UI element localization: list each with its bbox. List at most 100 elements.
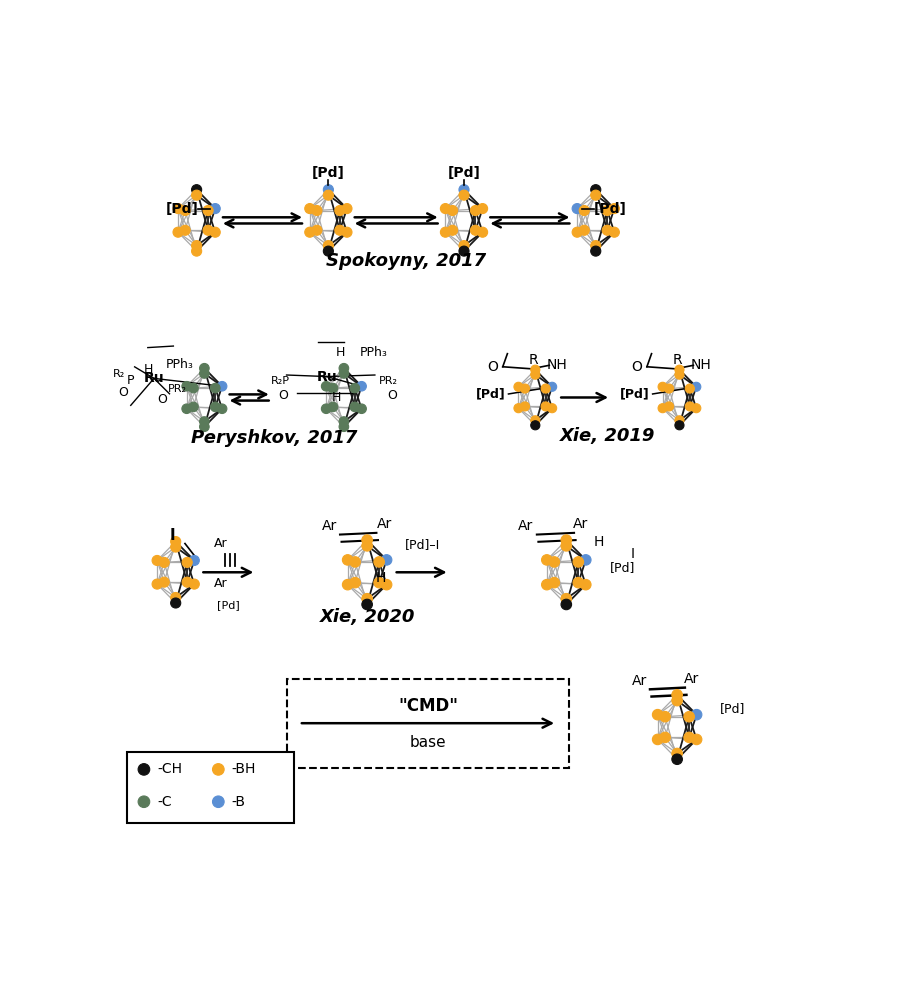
Text: Xie, 2020: Xie, 2020 <box>319 609 415 626</box>
Circle shape <box>541 402 550 411</box>
Circle shape <box>382 555 392 565</box>
Circle shape <box>192 246 202 256</box>
Text: [Pd]: [Pd] <box>447 165 480 179</box>
Text: [Pd]: [Pd] <box>476 387 505 400</box>
Circle shape <box>218 381 227 391</box>
Circle shape <box>349 578 361 588</box>
Circle shape <box>520 384 529 393</box>
Text: -C: -C <box>157 795 171 809</box>
Circle shape <box>684 732 694 743</box>
Circle shape <box>609 203 620 213</box>
Text: O: O <box>387 388 396 401</box>
Circle shape <box>441 227 451 237</box>
Circle shape <box>561 535 572 546</box>
Circle shape <box>199 369 209 378</box>
Text: Peryshkov, 2017: Peryshkov, 2017 <box>191 428 358 446</box>
Circle shape <box>591 190 601 200</box>
Circle shape <box>478 203 488 213</box>
Circle shape <box>361 541 372 551</box>
Circle shape <box>573 557 584 567</box>
Circle shape <box>531 366 540 374</box>
Circle shape <box>672 695 682 706</box>
Circle shape <box>339 369 349 378</box>
Circle shape <box>675 371 684 379</box>
Circle shape <box>152 556 162 566</box>
Circle shape <box>339 416 349 426</box>
Circle shape <box>579 205 589 215</box>
Circle shape <box>192 241 202 251</box>
Circle shape <box>357 381 366 391</box>
Circle shape <box>470 205 480 215</box>
Text: O: O <box>118 386 128 399</box>
Text: Ru: Ru <box>316 370 337 383</box>
Circle shape <box>339 422 349 431</box>
Circle shape <box>573 203 582 213</box>
Circle shape <box>541 580 552 590</box>
Text: base: base <box>409 735 446 750</box>
Circle shape <box>182 404 192 413</box>
Circle shape <box>328 383 337 392</box>
Text: H: H <box>376 572 386 586</box>
Circle shape <box>692 734 702 745</box>
Text: H: H <box>144 363 153 375</box>
Text: [Pd]–I: [Pd]–I <box>406 538 441 551</box>
Circle shape <box>561 541 572 551</box>
Circle shape <box>324 241 334 251</box>
Text: Ar: Ar <box>683 672 699 686</box>
Text: R: R <box>529 353 538 368</box>
Circle shape <box>675 366 684 374</box>
Circle shape <box>192 190 202 200</box>
Text: I: I <box>630 547 634 561</box>
Text: R₂P: R₂P <box>271 375 290 385</box>
Circle shape <box>189 383 198 392</box>
Circle shape <box>305 227 314 237</box>
Circle shape <box>199 422 209 431</box>
Circle shape <box>138 796 149 808</box>
Circle shape <box>441 203 451 213</box>
Text: [Pd]: [Pd] <box>312 165 345 179</box>
Circle shape <box>210 383 220 392</box>
Circle shape <box>685 384 694 393</box>
Text: Ar: Ar <box>376 517 392 531</box>
Text: PR₂: PR₂ <box>379 375 398 385</box>
Circle shape <box>549 557 560 567</box>
Circle shape <box>685 402 694 411</box>
Circle shape <box>459 241 469 251</box>
Text: Xie, 2019: Xie, 2019 <box>560 427 655 445</box>
Text: Ar: Ar <box>214 537 228 550</box>
Circle shape <box>173 203 183 213</box>
Circle shape <box>658 403 668 412</box>
Circle shape <box>322 381 331 391</box>
Text: Ar: Ar <box>518 519 534 533</box>
Circle shape <box>342 227 352 237</box>
Circle shape <box>373 578 384 588</box>
Text: Ar: Ar <box>323 519 337 533</box>
Circle shape <box>203 225 213 235</box>
Text: -BH: -BH <box>231 762 256 777</box>
Circle shape <box>602 225 612 235</box>
Circle shape <box>183 558 192 568</box>
Text: R₂: R₂ <box>113 370 125 379</box>
Circle shape <box>203 205 213 215</box>
Circle shape <box>541 384 550 393</box>
Circle shape <box>660 732 670 743</box>
Circle shape <box>171 593 181 603</box>
Circle shape <box>212 764 224 775</box>
Text: Ar: Ar <box>632 673 647 687</box>
Circle shape <box>160 558 170 568</box>
Circle shape <box>591 246 601 256</box>
FancyBboxPatch shape <box>127 752 293 823</box>
Circle shape <box>180 225 190 235</box>
Text: R: R <box>673 353 682 368</box>
Circle shape <box>531 415 540 425</box>
Circle shape <box>361 535 372 546</box>
Text: "CMD": "CMD" <box>398 697 458 715</box>
Circle shape <box>675 415 684 425</box>
Text: I: I <box>170 528 175 544</box>
Circle shape <box>349 557 361 567</box>
Circle shape <box>514 382 523 391</box>
Circle shape <box>514 403 523 412</box>
Circle shape <box>459 190 469 200</box>
Circle shape <box>672 689 682 700</box>
Circle shape <box>447 225 457 235</box>
